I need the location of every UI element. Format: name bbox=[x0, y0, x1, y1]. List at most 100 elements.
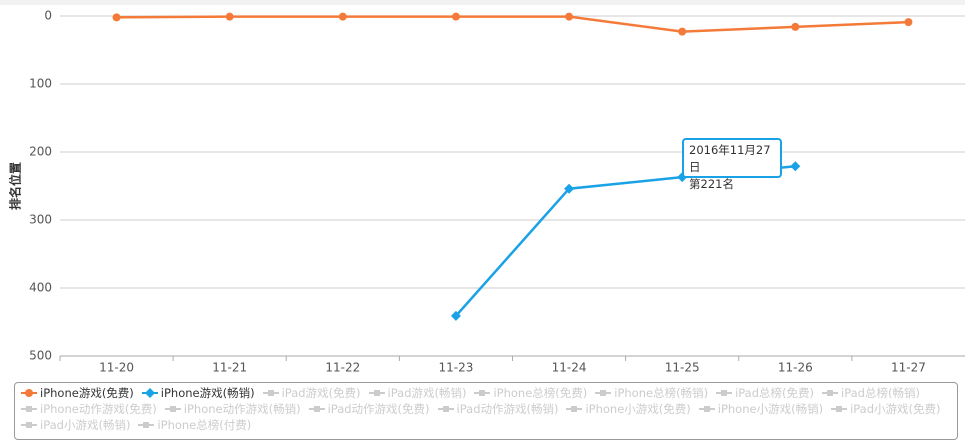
point bbox=[25, 389, 33, 397]
legend-item[interactable]: iPad小游戏(免费) bbox=[831, 401, 941, 417]
legend-item[interactable]: iPhone小游戏(畅销) bbox=[698, 401, 824, 417]
legend-symbol bbox=[474, 390, 491, 396]
point bbox=[790, 161, 801, 172]
legend-symbol bbox=[138, 422, 155, 428]
legend-symbol bbox=[164, 406, 181, 412]
legend-symbol bbox=[21, 389, 37, 397]
legend-label: iPhone游戏(畅销) bbox=[160, 386, 255, 400]
legend-marker bbox=[827, 390, 833, 396]
legend-label: iPad游戏(畅销) bbox=[387, 386, 467, 400]
x-tick-label: 11-20 bbox=[99, 361, 134, 375]
tooltip: 2016年11月27日 第221名 bbox=[682, 138, 782, 191]
point bbox=[451, 12, 460, 21]
y-tick-label: 400 bbox=[29, 281, 52, 295]
tooltip-text: 第221名 bbox=[689, 177, 734, 191]
y-tick-label: 200 bbox=[29, 145, 52, 159]
legend-symbol bbox=[698, 406, 715, 412]
legend-marker bbox=[442, 406, 449, 412]
legend-label: iPad游戏(免费) bbox=[281, 386, 361, 400]
legend-marker bbox=[267, 390, 274, 396]
legend-item[interactable]: iPhone动作游戏(免费) bbox=[21, 401, 157, 417]
legend-marker bbox=[600, 390, 607, 396]
y-tick-label: 500 bbox=[29, 349, 52, 363]
legend-item[interactable]: iPad动作游戏(畅销) bbox=[437, 401, 559, 417]
top-band bbox=[0, 0, 965, 5]
legend-label: iPhone小游戏(畅销) bbox=[717, 402, 824, 416]
legend-marker bbox=[313, 406, 320, 412]
y-tick-label: 100 bbox=[29, 77, 52, 91]
legend-label: iPad总榜(畅销) bbox=[841, 386, 920, 400]
x-tick-label: 11-25 bbox=[665, 361, 700, 375]
legend-item[interactable]: iPhone总榜(免费) bbox=[474, 385, 587, 401]
point bbox=[225, 12, 234, 21]
point bbox=[678, 27, 687, 36]
x-tick-label: 11-24 bbox=[552, 361, 587, 375]
series-line bbox=[116, 15, 909, 33]
y-axis-label: 排名位置 bbox=[8, 162, 23, 210]
point bbox=[791, 22, 800, 31]
legend: iPhone游戏(免费) iPhone游戏(畅销) iPad游戏(免费) iPad游戏… bbox=[14, 382, 958, 440]
legend-marker bbox=[836, 406, 843, 412]
legend-symbol bbox=[141, 388, 158, 398]
legend-symbol bbox=[262, 390, 279, 396]
legend-symbol bbox=[21, 422, 37, 428]
legend-label: iPhone总榜(免费) bbox=[493, 386, 588, 400]
legend-marker bbox=[26, 422, 32, 428]
legend-symbol bbox=[368, 390, 385, 396]
y-tick-label: 0 bbox=[44, 9, 52, 23]
legend-symbol bbox=[566, 406, 583, 412]
legend-item[interactable]: iPad总榜(免费) bbox=[716, 385, 814, 401]
legend-item[interactable]: iPhone总榜(付费) bbox=[138, 417, 251, 433]
legend-label: iPad小游戏(免费) bbox=[850, 402, 941, 416]
legend-marker bbox=[703, 406, 710, 412]
legend-item[interactable]: iPad游戏(免费) bbox=[262, 385, 361, 401]
point bbox=[144, 388, 155, 398]
legend-label: iPhone游戏(免费) bbox=[40, 386, 134, 400]
legend-item[interactable]: iPhone总榜(畅销) bbox=[595, 385, 708, 401]
legend-symbol bbox=[716, 390, 733, 396]
legend-marker bbox=[169, 406, 176, 412]
point bbox=[338, 12, 347, 21]
legend-item[interactable]: iPad总榜(畅销) bbox=[822, 385, 920, 401]
x-tick-label: 11-21 bbox=[212, 361, 247, 375]
legend-label: iPhone小游戏(免费) bbox=[585, 402, 691, 416]
point bbox=[904, 18, 913, 27]
point bbox=[112, 13, 121, 22]
legend-label: iPad小游戏(畅销) bbox=[40, 418, 131, 432]
legend-item[interactable]: iPad游戏(畅销) bbox=[368, 385, 467, 401]
legend-label: iPhone总榜(畅销) bbox=[614, 386, 709, 400]
point bbox=[565, 12, 574, 21]
y-tick-label: 300 bbox=[29, 213, 52, 227]
legend-symbol bbox=[831, 406, 848, 412]
x-tick-label: 11-26 bbox=[778, 361, 813, 375]
legend-symbol bbox=[595, 390, 612, 396]
legend-marker bbox=[721, 390, 728, 396]
legend-label: iPhone动作游戏(畅销) bbox=[183, 402, 301, 416]
legend-item[interactable]: iPhone动作游戏(畅销) bbox=[164, 401, 301, 417]
legend-label: iPad总榜(免费) bbox=[735, 386, 814, 400]
point bbox=[450, 310, 461, 321]
legend-label: iPhone动作游戏(免费) bbox=[40, 402, 157, 416]
legend-marker bbox=[26, 406, 32, 412]
chart: 排名位置 0 100 200 300 400 500 11-20 11-21 11-22 11-2… bbox=[0, 0, 965, 375]
legend-item[interactable]: iPhone小游戏(免费) bbox=[566, 401, 691, 417]
legend-item[interactable]: iPhone游戏(免费) bbox=[21, 385, 134, 401]
x-tick-label: 11-27 bbox=[891, 361, 926, 375]
legend-item[interactable]: iPad动作游戏(免费) bbox=[308, 401, 430, 417]
legend-label: iPad动作游戏(免费) bbox=[327, 402, 430, 416]
legend-symbol bbox=[822, 390, 838, 396]
legend-item[interactable]: iPad小游戏(畅销) bbox=[21, 417, 130, 433]
point bbox=[564, 183, 575, 194]
legend-symbol bbox=[437, 406, 454, 412]
legend-label: iPad动作游戏(畅销) bbox=[456, 402, 559, 416]
x-tick-label: 11-23 bbox=[439, 361, 474, 375]
x-tick-label: 11-22 bbox=[325, 361, 360, 375]
tooltip-title: 2016年11月27日 bbox=[689, 143, 771, 174]
legend-marker bbox=[143, 422, 150, 428]
legend-symbol bbox=[21, 406, 37, 412]
legend-marker bbox=[479, 390, 486, 396]
legend-marker bbox=[373, 390, 380, 396]
legend-item[interactable]: iPhone游戏(畅销) bbox=[141, 385, 255, 401]
legend-symbol bbox=[308, 406, 325, 412]
